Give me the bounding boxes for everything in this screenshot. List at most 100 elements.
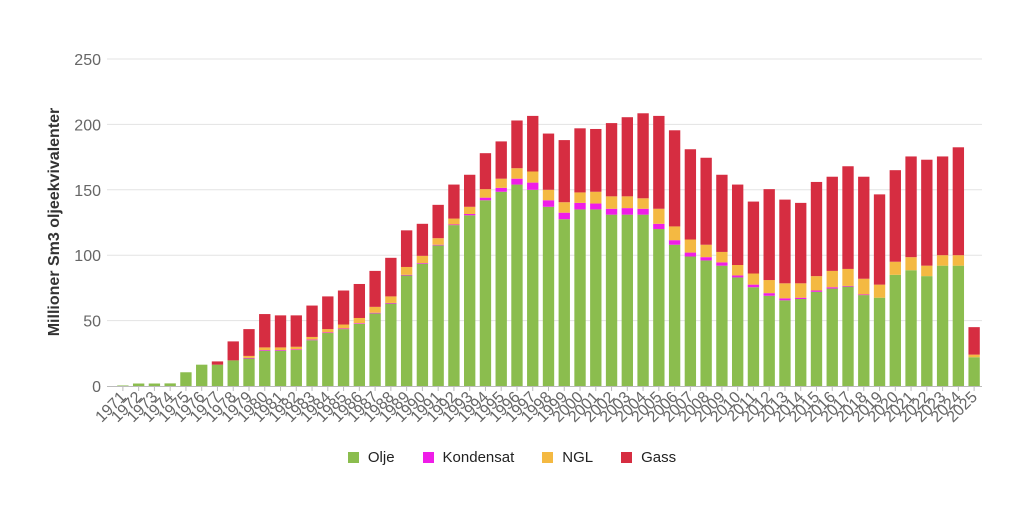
bar-segment-ngl [479, 189, 492, 198]
bar-segment-kondensat [306, 339, 318, 341]
bar-segment-olje [826, 288, 838, 386]
bar-segment-olje [779, 300, 791, 386]
bar-segment-kondensat [621, 208, 633, 215]
bar-segment-ngl [353, 317, 366, 324]
bar-segment-gass [621, 117, 633, 197]
bar-segment-kondensat [353, 323, 366, 324]
bar-segment-olje [574, 209, 586, 386]
bar-segment-gass [936, 156, 949, 256]
bar-segment-gass [858, 176, 870, 279]
y-axis-ticks: 0 50 100 150 200 250 [74, 52, 101, 396]
bar-segment-olje [164, 383, 176, 386]
bar-segment-ngl [731, 265, 744, 276]
bar-segment-ngl [306, 336, 318, 340]
bar-segment-gass [211, 361, 224, 365]
legend-label: NGL [562, 449, 594, 466]
x-axis-ticks: 1971197219731974197519761977197819791980… [93, 386, 981, 426]
bar-segment-gass [653, 115, 665, 209]
y-tick-label: 100 [74, 248, 101, 265]
bar-segment-gass [590, 128, 602, 192]
bar-segment-ngl [448, 218, 460, 225]
bar-segment-gass [810, 181, 823, 277]
bar-segment-gass [684, 149, 697, 240]
bar-segment-ngl [653, 208, 665, 224]
bar-segment-gass [290, 315, 302, 347]
bar-segment-ngl [542, 189, 555, 201]
bar-segment-kondensat [243, 357, 255, 359]
legend-swatch [347, 452, 359, 463]
bar-segment-gass [337, 290, 350, 325]
bar-segment-kondensat [479, 197, 492, 201]
legend-swatch [422, 452, 434, 463]
bar-segment-kondensat [290, 349, 302, 351]
bar-segment-gass [731, 184, 744, 266]
bar-segment-kondensat [448, 224, 460, 226]
legend-item-olje[interactable]: Olje [347, 449, 395, 466]
bar-segment-olje [464, 215, 476, 386]
bar-segment-ngl [243, 355, 255, 358]
bar-segment-olje [416, 263, 429, 386]
bar-segment-olje [400, 275, 413, 386]
bar-segment-ngl [558, 202, 570, 213]
bar-segment-olje [605, 214, 618, 386]
legend: Olje Kondensat NGL Gass [0, 449, 1024, 466]
bar-segment-olje [795, 299, 807, 386]
legend-label: Gass [641, 449, 677, 466]
bar-segment-ngl [590, 191, 602, 204]
y-tick-label: 200 [74, 117, 101, 134]
bar-segment-gass [495, 141, 507, 179]
legend-item-kondensat[interactable]: Kondensat [422, 449, 514, 466]
bar-segment-ngl [936, 255, 949, 266]
y-tick-label: 250 [74, 52, 101, 69]
bar-segment-olje [180, 372, 192, 386]
bar-segment-olje [558, 219, 570, 386]
bar-segment-olje [873, 297, 886, 386]
bar-segment-kondensat [527, 182, 539, 190]
bar-segment-ngl [763, 280, 775, 294]
bar-segment-ngl [385, 296, 397, 303]
bar-segment-gass [826, 176, 838, 271]
bar-segment-olje [921, 276, 933, 386]
bar-segment-kondensat [700, 257, 712, 261]
bar-segment-gass [637, 113, 649, 199]
bar-segment-gass [889, 170, 901, 262]
bar-segment-olje [479, 200, 492, 386]
bar-segment-olje [274, 350, 287, 386]
legend-item-ngl[interactable]: NGL [542, 449, 593, 466]
bar-segment-kondensat [274, 350, 287, 351]
bar-segment-olje [227, 360, 239, 386]
bar-segment-ngl [905, 257, 917, 271]
bar-segment-ngl [621, 196, 633, 209]
y-tick-label: 50 [83, 314, 101, 331]
bar-segment-ngl [921, 265, 933, 277]
bar-segment-ngl [952, 255, 965, 266]
legend-item-gass[interactable]: Gass [621, 449, 676, 466]
bar-segment-olje [337, 329, 350, 386]
bar-segment-olje [858, 295, 870, 386]
bar-segment-olje [684, 256, 697, 386]
bar-segment-gass [700, 157, 712, 245]
bar-segment-olje [211, 364, 224, 386]
bar-segment-gass [779, 199, 791, 284]
bar-segment-olje [905, 270, 917, 386]
bar-segment-kondensat [716, 262, 728, 266]
bar-segment-kondensat [337, 328, 350, 330]
bar-segment-kondensat [495, 187, 507, 192]
bar-segment-ngl [810, 276, 823, 291]
bar-segment-ngl [873, 284, 886, 298]
bar-segment-gass [716, 174, 728, 252]
bar-segment-gass [795, 202, 807, 284]
legend-label: Olje [367, 449, 395, 466]
bar-segment-olje [117, 385, 129, 386]
bar-segment-gass [448, 184, 460, 219]
bar-segment-olje [495, 191, 507, 386]
bar-stacks [117, 113, 980, 386]
bar-segment-gass [842, 166, 854, 269]
bar-segment-ngl [700, 244, 712, 258]
bar-segment-olje [259, 350, 271, 386]
bar-segment-kondensat [810, 290, 823, 292]
bar-segment-ngl [495, 178, 507, 188]
bar-segment-olje [243, 358, 255, 386]
bar-segment-olje [306, 340, 318, 386]
bar-segment-ngl [605, 196, 618, 209]
